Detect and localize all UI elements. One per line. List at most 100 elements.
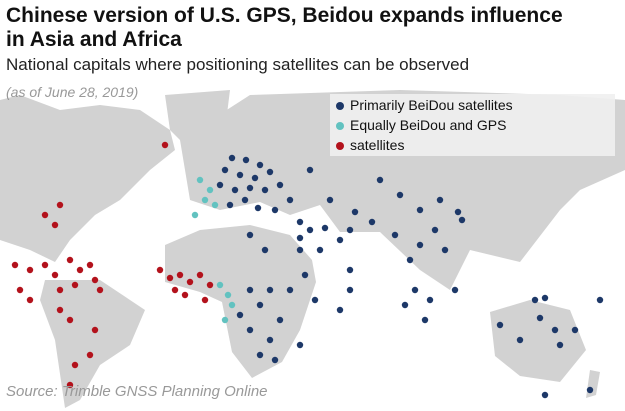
capital-dot [56, 306, 64, 314]
capital-dot [236, 311, 244, 319]
capital-dot [176, 271, 184, 279]
capital-dot [311, 296, 319, 304]
legend-swatch [336, 122, 344, 131]
capital-dot [266, 286, 274, 294]
date-note: (as of June 28, 2019) [6, 84, 139, 100]
capital-dot [246, 184, 254, 192]
capital-dot [226, 201, 234, 209]
capital-dot [66, 256, 74, 264]
capital-dot [246, 231, 254, 239]
capital-dot [296, 218, 304, 226]
capital-dot [11, 261, 19, 269]
capital-dot [536, 314, 544, 322]
capital-dot [301, 271, 309, 279]
capital-dot [196, 176, 204, 184]
capital-dot [216, 281, 224, 289]
capital-dot [571, 326, 579, 334]
capital-dot [306, 226, 314, 234]
capital-dot [416, 241, 424, 249]
capital-dot [91, 326, 99, 334]
capital-dot [156, 266, 164, 274]
capital-dot [236, 171, 244, 179]
capital-dot [286, 196, 294, 204]
legend-item: Primarily BeiDou satellites [336, 97, 513, 113]
legend-swatch [336, 142, 344, 151]
subtitle: National capitals where positioning sate… [6, 55, 470, 74]
capital-dot [441, 246, 449, 254]
capital-dot [221, 316, 229, 324]
capital-dot [336, 306, 344, 314]
capital-dot [166, 274, 174, 282]
capital-dot [296, 234, 304, 242]
capital-dot [416, 206, 424, 214]
capital-dot [346, 226, 354, 234]
capital-dot [261, 246, 269, 254]
source: Source: Trimble GNSS Planning Online [6, 383, 268, 400]
capital-dot [228, 154, 236, 162]
capital-dot [458, 216, 466, 224]
capital-dot [76, 266, 84, 274]
title: Chinese version of U.S. GPS, Beidou expa… [6, 4, 563, 51]
capital-dot [16, 286, 24, 294]
capital-dot [368, 218, 376, 226]
capital-dot [256, 351, 264, 359]
capital-dot [421, 316, 429, 324]
capital-dot [221, 166, 229, 174]
capital-dot [254, 204, 262, 212]
capital-dot [201, 196, 209, 204]
legend-label: Primarily BeiDou satellites [350, 97, 513, 113]
capital-dot [161, 141, 169, 149]
capital-dot [326, 196, 334, 204]
capital-dot [56, 286, 64, 294]
capital-dot [91, 276, 99, 284]
capital-dot [351, 208, 359, 216]
capital-dot [256, 161, 264, 169]
capital-dot [336, 236, 344, 244]
capital-dot [242, 156, 250, 164]
capital-dot [431, 226, 439, 234]
capital-dot [41, 211, 49, 219]
capital-dot [201, 296, 209, 304]
capital-dot [251, 174, 259, 182]
capital-dot [451, 286, 459, 294]
capital-dot [541, 294, 549, 302]
capital-dot [26, 296, 34, 304]
capital-dot [26, 266, 34, 274]
capital-dot [206, 281, 214, 289]
capital-dot [246, 286, 254, 294]
capital-dot [346, 266, 354, 274]
capital-dot [51, 221, 59, 229]
capital-dot [191, 211, 199, 219]
capital-dot [516, 336, 524, 344]
capital-dot [586, 386, 594, 394]
capital-dot [224, 291, 232, 299]
capital-dot [411, 286, 419, 294]
legend-item: satellites [336, 137, 404, 153]
capital-dot [41, 261, 49, 269]
capital-dot [406, 256, 414, 264]
legend-label: satellites [350, 137, 405, 153]
capital-dot [551, 326, 559, 334]
legend-item: Equally BeiDou and GPS [336, 117, 506, 133]
capital-dot [531, 296, 539, 304]
capital-dot [231, 186, 239, 194]
capital-dot [556, 341, 564, 349]
capital-dot [71, 361, 79, 369]
capital-dot [316, 246, 324, 254]
capital-dot [228, 301, 236, 309]
capital-dot [376, 176, 384, 184]
capital-dot [396, 191, 404, 199]
capital-dot [196, 271, 204, 279]
capital-dot [321, 224, 329, 232]
legend-label: Equally BeiDou and GPS [350, 117, 507, 133]
capital-dot [541, 391, 549, 399]
capital-dot [426, 296, 434, 304]
capital-dot [186, 278, 194, 286]
capital-dot [216, 181, 224, 189]
capital-dot [246, 326, 254, 334]
legend: Primarily BeiDou satellites Equally BeiDo… [330, 94, 615, 156]
capital-dot [596, 296, 604, 304]
capital-dot [296, 246, 304, 254]
capital-dot [401, 301, 409, 309]
